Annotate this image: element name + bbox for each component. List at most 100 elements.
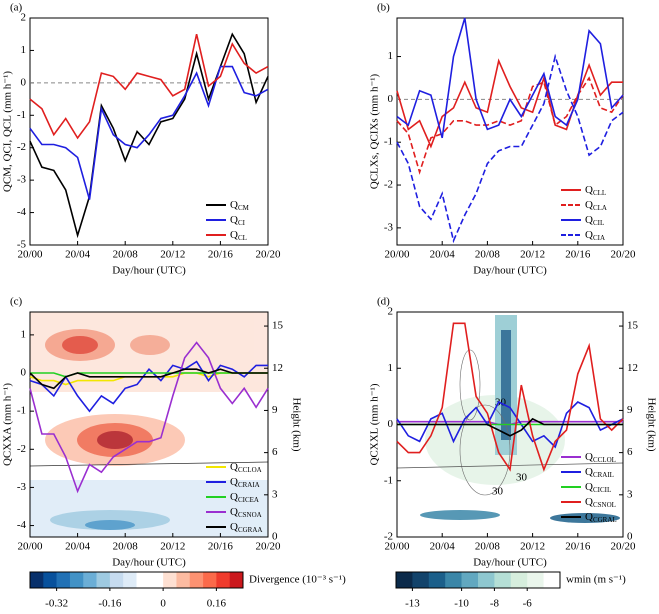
colorbar-cell xyxy=(56,572,71,588)
y-tick-label: 0 xyxy=(388,93,394,105)
field-blob xyxy=(550,513,620,523)
x-tick-label: 20/08 xyxy=(475,541,501,553)
x-tick-label: 20/12 xyxy=(160,541,185,553)
data-line xyxy=(29,360,268,413)
legend-label: QCIL xyxy=(585,214,604,227)
x-tick-label: 20/20 xyxy=(255,249,281,261)
colorbar-tick-label: -8 xyxy=(490,598,500,610)
x-axis-label: Day/hour (UTC) xyxy=(473,265,547,277)
x-tick-label: 20/16 xyxy=(208,541,234,553)
colorbar-tick-label: -10 xyxy=(454,598,469,610)
x-tick-label: 20/00 xyxy=(384,541,410,553)
colorbar-cell xyxy=(203,572,217,588)
colorbar-cell xyxy=(396,572,413,588)
field-blob xyxy=(420,510,500,520)
contour-label: 30 xyxy=(492,486,504,498)
x-tick-label: 20/08 xyxy=(475,249,501,261)
legend-label: QCRAIL xyxy=(585,466,614,479)
y2-tick-label: 15 xyxy=(627,320,639,332)
colorbar-label: wmin (m s⁻¹) xyxy=(566,574,626,586)
colorbar-frame xyxy=(395,571,561,589)
colorbar-cell xyxy=(216,572,230,588)
data-line xyxy=(396,400,624,449)
data-line xyxy=(397,417,623,437)
x-tick-label: 20/08 xyxy=(113,249,139,261)
x-axis-label: Day/hour (UTC) xyxy=(112,557,186,569)
y-tick-label: 1 xyxy=(21,44,27,56)
y-tick-label: -3 xyxy=(384,221,394,233)
x-axis-label: Day/hour (UTC) xyxy=(112,265,186,277)
colorbar-cell xyxy=(69,572,84,588)
colorbar-cell xyxy=(494,572,512,588)
colorbar-tick-label: -0.16 xyxy=(98,598,121,610)
colorbar-label: Divergence (10⁻³ s⁻¹) xyxy=(249,574,346,586)
colorbar-cell xyxy=(189,572,204,588)
legend-label: QCIA xyxy=(585,229,605,242)
y2-axis-label: Height (km) xyxy=(645,397,657,451)
colorbar-cell xyxy=(123,572,137,588)
plot-frame xyxy=(29,311,269,538)
colorbar-tick-label: -6 xyxy=(523,598,533,610)
y-tick-label: 1 xyxy=(21,328,27,340)
y2-tick-label: 0 xyxy=(272,531,278,543)
y2-tick-label: 6 xyxy=(627,446,633,458)
legend-label: QCL xyxy=(230,229,247,242)
legend-label: QCSNOA xyxy=(230,506,262,519)
contour-label: 30 xyxy=(516,472,528,484)
x-tick-label: 20/12 xyxy=(520,541,545,553)
x-tick-label: 20/04 xyxy=(65,249,91,261)
x-tick-label: 20/12 xyxy=(520,249,545,261)
colorbar-tick-label: 0 xyxy=(160,598,166,610)
panel-label: (b) xyxy=(377,2,390,14)
colorbar-cell xyxy=(30,572,44,588)
y-axis-label: QCM, QCI, QCL (mm h⁻¹) xyxy=(2,71,14,192)
x-tick-label: 20/00 xyxy=(384,249,410,261)
y-tick-label: 2 xyxy=(388,306,394,318)
data-line xyxy=(29,341,269,494)
colorbar-cell xyxy=(510,572,528,588)
colorbar-cell xyxy=(461,572,479,588)
y-axis-label: QCXXA (mm h⁻¹) xyxy=(2,383,14,466)
colorbar-tick-label: -0.32 xyxy=(45,598,68,610)
colorbar-cell xyxy=(109,572,124,588)
data-line xyxy=(396,53,624,244)
x-tick-label: 20/00 xyxy=(17,541,43,553)
x-tick-label: 20/20 xyxy=(255,541,281,553)
y2-tick-label: 6 xyxy=(272,446,278,458)
colorbar-cell xyxy=(83,572,97,588)
y2-tick-label: 15 xyxy=(272,320,284,332)
colorbar-cell xyxy=(412,572,430,588)
x-tick-label: 20/08 xyxy=(113,541,139,553)
legend-label: QCRAIA xyxy=(230,476,260,489)
data-line xyxy=(396,58,623,149)
colorbar-cell xyxy=(163,572,177,588)
y-tick-label: 0 xyxy=(21,367,27,379)
y-axis-label: QCXXL (mm h⁻¹) xyxy=(369,383,381,465)
data-line xyxy=(29,65,269,200)
colorbar-cell xyxy=(96,572,111,588)
colorbar-cell xyxy=(149,572,164,588)
legend-label: QCSNOL xyxy=(585,496,616,509)
x-tick-label: 20/00 xyxy=(17,249,43,261)
y-tick-label: 2 xyxy=(21,12,27,24)
colorbar-cell xyxy=(229,572,244,588)
x-tick-label: 20/04 xyxy=(430,249,456,261)
y2-tick-label: 9 xyxy=(627,404,633,416)
y2-axis-label: Height (km) xyxy=(290,397,302,451)
x-tick-label: 20/04 xyxy=(65,541,91,553)
divergence-field xyxy=(30,312,268,537)
data-line xyxy=(396,17,624,139)
y-tick-label: -1 xyxy=(17,405,26,417)
colorbar-cell xyxy=(136,572,151,588)
data-line xyxy=(396,322,624,472)
data-line xyxy=(29,32,269,239)
legend-label: QCGRAA xyxy=(230,521,262,534)
legend-label: QCM xyxy=(230,199,250,212)
x-tick-label: 20/04 xyxy=(430,541,456,553)
panel-label: (d) xyxy=(377,296,390,308)
y2-tick-label: 0 xyxy=(627,531,633,543)
colorbar-cell xyxy=(478,572,495,588)
x-axis-label: Day/hour (UTC) xyxy=(473,557,547,569)
legend-label: QCLL xyxy=(585,184,606,197)
